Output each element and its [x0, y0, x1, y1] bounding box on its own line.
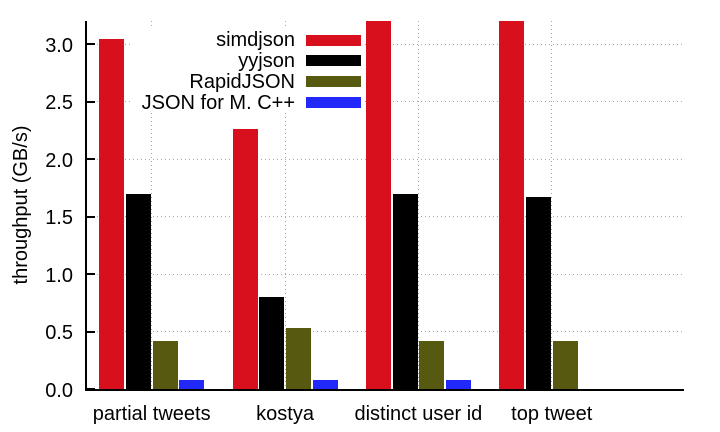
y-axis-title: throughput (GB/s)	[9, 125, 32, 284]
y-tick-0.5	[85, 330, 95, 333]
legend-label-simdjson: simdjson	[216, 29, 295, 51]
legend-label-json-for-m-c: JSON for M. C++	[141, 91, 295, 114]
y-tick-label-2.5: 2.5	[45, 92, 73, 114]
x-category-label-top-tweet: top tweet	[511, 403, 593, 425]
y-axis-line	[85, 21, 87, 391]
legend-label-yyjson: yyjson	[238, 49, 295, 72]
gridline-x-distinct-user-id	[417, 21, 419, 389]
bar-yyjson-distinct-user-id	[392, 193, 418, 389]
bar-json-for-m-c-kostya	[312, 379, 338, 389]
y-tick-label-3.0: 3.0	[45, 34, 73, 57]
x-category-label-partial-tweets: partial tweets	[92, 403, 211, 425]
x-category-label-kostya: kostya	[256, 403, 314, 425]
bar-simdjson-kostya	[232, 129, 258, 389]
bar-yyjson-kostya	[259, 297, 285, 389]
y-tick-2.5	[85, 100, 95, 103]
y-tick-0.0	[85, 388, 95, 390]
bar-simdjson-top-tweet	[499, 21, 525, 389]
y-tick-label-2.0: 2.0	[45, 149, 73, 172]
y-tick-2.0	[85, 158, 95, 160]
bar-simdjson-partial-tweets	[99, 39, 125, 389]
bar-json-for-m-c-partial-tweets	[179, 379, 205, 389]
y-tick-label-1.5: 1.5	[45, 207, 73, 229]
bar-simdjson-distinct-user-id	[365, 21, 391, 389]
bar-json-for-m-c-distinct-user-id	[445, 379, 471, 389]
y-tick-1.5	[85, 215, 95, 218]
x-axis-line	[85, 389, 684, 391]
legend-swatch-yyjson	[305, 55, 361, 67]
legend-swatch-rapidjson	[305, 76, 361, 88]
gridline-x-top-tweet	[551, 21, 553, 389]
legend-label-rapidjson: RapidJSON	[189, 70, 295, 93]
y-tick-1.0	[85, 273, 95, 275]
y-tick-label-1.0: 1.0	[45, 264, 73, 287]
y-tick-label-0.0: 0.0	[45, 379, 73, 402]
x-category-label-distinct-user-id: distinct user id	[354, 403, 483, 425]
gridline-x-kostya	[284, 21, 286, 389]
legend-swatch-simdjson	[305, 34, 361, 46]
y-tick-3.0	[85, 43, 95, 45]
bar-yyjson-top-tweet	[525, 196, 551, 389]
legend-swatch-json-for-m-c	[305, 97, 361, 109]
bar-yyjson-partial-tweets	[125, 193, 151, 389]
bar-rapidjson-top-tweet	[552, 340, 578, 389]
bar-rapidjson-partial-tweets	[152, 340, 178, 389]
bar-rapidjson-kostya	[285, 328, 311, 389]
gridline-x-partial-tweets	[151, 21, 153, 389]
y-tick-label-0.5: 0.5	[45, 322, 73, 344]
bar-rapidjson-distinct-user-id	[419, 340, 445, 389]
